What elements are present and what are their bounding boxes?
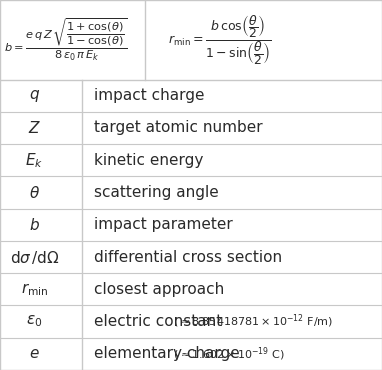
Text: impact parameter: impact parameter [94,217,232,232]
Text: elementary charge: elementary charge [94,346,240,361]
Text: ($\approx 1.602\times 10^{-19}$ C): ($\approx 1.602\times 10^{-19}$ C) [170,345,285,363]
Text: $r_{\mathrm{min}}$: $r_{\mathrm{min}}$ [21,281,48,298]
Text: $e$: $e$ [29,346,40,361]
Text: electric constant: electric constant [94,314,222,329]
Text: $Z$: $Z$ [28,120,41,136]
Text: $b$: $b$ [29,217,40,233]
Text: $\mathrm{d}\sigma\,/\mathrm{d}\Omega$: $\mathrm{d}\sigma\,/\mathrm{d}\Omega$ [10,249,59,266]
Text: closest approach: closest approach [94,282,224,297]
Text: $\theta$: $\theta$ [29,185,40,201]
Text: $q$: $q$ [29,88,40,104]
Text: $r_{\mathrm{min}} = \dfrac{b\,\cos\!\left(\dfrac{\theta}{2}\right)}{1-\sin\!\lef: $r_{\mathrm{min}} = \dfrac{b\,\cos\!\lef… [168,13,272,67]
Text: ($\approx 8.85418781\times 10^{-12}$ F/m): ($\approx 8.85418781\times 10^{-12}$ F/m… [170,313,333,330]
Text: scattering angle: scattering angle [94,185,219,200]
Text: target atomic number: target atomic number [94,121,262,135]
Text: differential cross section: differential cross section [94,249,282,265]
Text: $E_k$: $E_k$ [26,151,44,169]
Text: $b = \dfrac{e\, q\, Z\, \sqrt{\dfrac{1+\cos(\theta)}{1-\cos(\theta)}}}{8\, \vare: $b = \dfrac{e\, q\, Z\, \sqrt{\dfrac{1+\… [4,17,127,63]
Text: kinetic energy: kinetic energy [94,153,203,168]
Text: impact charge: impact charge [94,88,204,103]
Text: $\varepsilon_0$: $\varepsilon_0$ [26,314,43,329]
